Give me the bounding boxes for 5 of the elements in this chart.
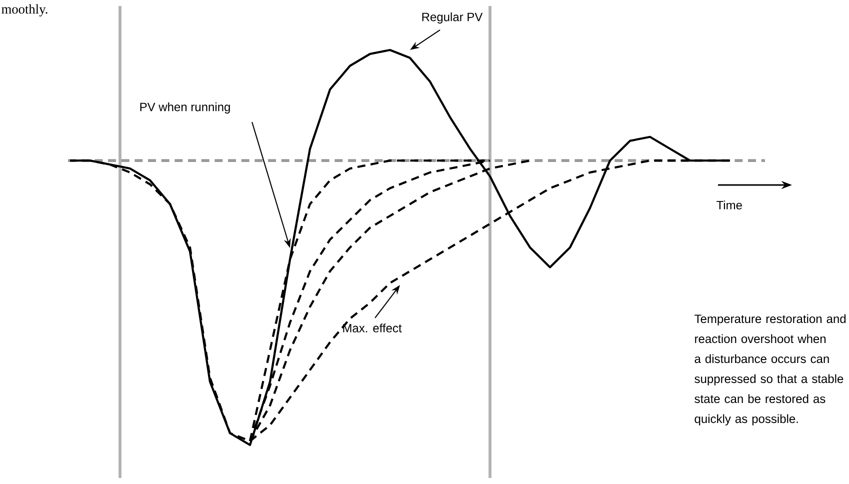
x-axis-title: Time (716, 200, 742, 210)
text: Regular PV (422, 12, 483, 24)
annotation: PV when running (140, 102, 230, 114)
text: moothly. (2, 4, 48, 16)
annotation: Temperature restoration and reaction overshoot when a disturbance occurs can suppressed so that a stable state can be restored as quickly as possible. (694, 314, 846, 426)
